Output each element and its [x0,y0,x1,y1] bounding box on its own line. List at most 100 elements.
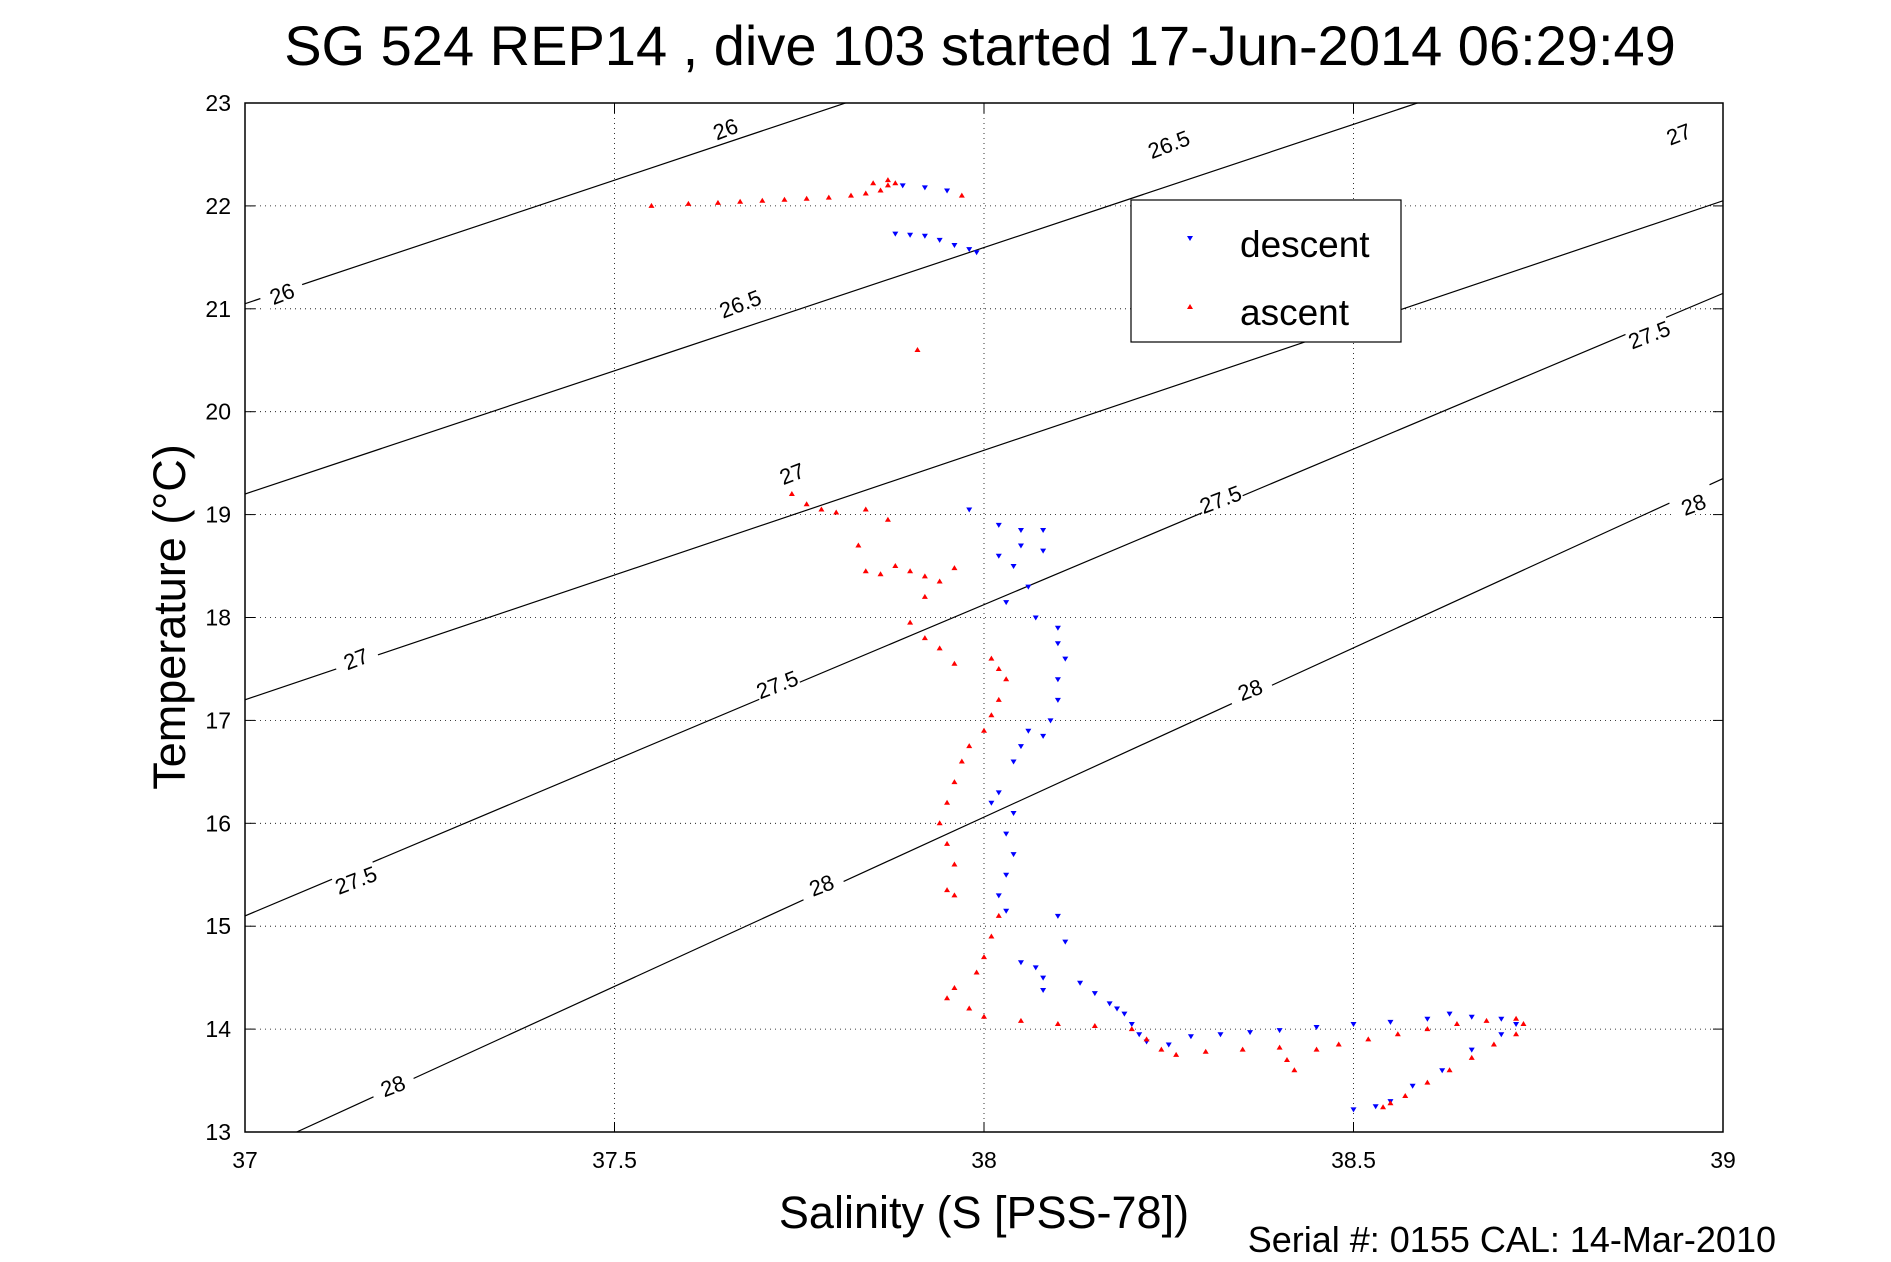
descent-point [1003,908,1010,914]
descent-point [1128,1021,1135,1027]
descent-point [1032,965,1039,971]
density-contour-26 [245,103,848,305]
descent-point [1276,1028,1283,1034]
ascent-point [1335,1041,1342,1047]
ascent-point [847,192,854,198]
descent-point [1040,975,1047,981]
legend-box [1130,199,1402,343]
contour-label: 27.5 [1625,316,1674,355]
descent-point [1187,1034,1194,1040]
ascent-point [855,542,862,548]
ascent-point [1276,1044,1283,1050]
descent-point [1010,759,1017,765]
descent-point [892,231,899,237]
contour-label-bg [1194,478,1245,517]
descent-point [1062,939,1069,945]
descent-point [1498,1016,1505,1022]
contour-label-bg [1224,668,1275,707]
ascent-point [685,200,692,206]
density-contour-27.5 [245,292,1723,917]
contour-label-bg [1653,112,1703,152]
descent-point [1247,1030,1254,1036]
descent-point [1025,728,1032,734]
ascent-point [1017,1017,1024,1023]
contour-label-bg [714,282,765,321]
ascent-point [944,799,951,805]
grid [245,103,1723,1132]
ascent-point [914,346,921,352]
ascent-point [737,198,744,204]
contour-label: 26.5 [716,285,765,324]
y-axis-label: Temperature (°C) [144,444,195,790]
ascent-point [714,199,721,205]
descent-point [1017,543,1024,549]
ascent-point [995,665,1002,671]
contour-label-bg [751,663,802,702]
x-tick-label: 37.5 [592,1147,637,1173]
ascent-point [833,509,840,515]
descent-point [995,790,1002,796]
ascent-point [1380,1104,1387,1110]
contour-label: 26.5 [1144,125,1193,164]
y-tick-label: 18 [205,605,231,631]
y-tick-label: 13 [205,1119,231,1145]
serial-cal-footer: Serial #: 0155 CAL: 14-Mar-2010 [1248,1219,1776,1260]
ascent-point [1291,1067,1298,1073]
x-tick-label: 38 [971,1147,997,1173]
ascent-point [1424,1026,1431,1032]
ascent-point [1003,676,1010,682]
data-points [648,177,1527,1113]
ascent-point [995,912,1002,918]
ascent-point [966,743,973,749]
ascent-point [803,195,810,201]
series-ascent [648,177,1527,1110]
ascent-point [995,696,1002,702]
ascent-point [803,501,810,507]
x-tick-label: 39 [1710,1147,1736,1173]
contour-label: 27.5 [332,861,381,900]
legend-ascent-label: ascent [1240,292,1350,333]
ascent-point [981,1013,987,1019]
descent-point [1424,1016,1431,1022]
descent-point [1054,641,1061,647]
descent-point [1165,1042,1172,1048]
contour-label-bg [795,864,846,903]
ascent-point [862,506,869,512]
descent-point [1040,528,1047,534]
ascent-point [870,180,877,186]
ascent-point [648,202,655,208]
descent-point [966,507,973,513]
ascent-point [877,571,884,577]
descent-point [1091,991,1098,997]
ascent-point [981,727,987,733]
ascent-point [921,593,928,599]
ascent-point [788,491,795,497]
x-tick-label: 38.5 [1331,1147,1376,1173]
descent-point [1468,1014,1475,1020]
descent-point [944,188,951,194]
ascent-point [1483,1017,1490,1023]
ascent-point [944,840,951,846]
ascent-point [1313,1046,1320,1052]
density-contours [245,103,1723,1132]
ascent-point [884,516,891,522]
ascent-point [966,1005,973,1011]
ascent-point [951,984,958,990]
legend-ascent-marker [1187,304,1193,309]
ascent-point [781,196,788,202]
descent-point [973,250,980,256]
descent-point [1446,1011,1453,1017]
contour-label-bg [330,858,380,898]
ascent-point [1239,1046,1246,1052]
ascent-point [907,619,914,625]
ascent-point [1520,1020,1527,1026]
ascent-point [936,645,943,651]
ascent-point [1453,1020,1460,1026]
descent-point [988,800,995,806]
ascent-point [892,563,899,569]
descent-point [1040,987,1047,993]
descent-point [1062,656,1069,662]
descent-point [1010,811,1017,817]
descent-point [1054,625,1061,631]
descent-point [1136,1032,1143,1038]
